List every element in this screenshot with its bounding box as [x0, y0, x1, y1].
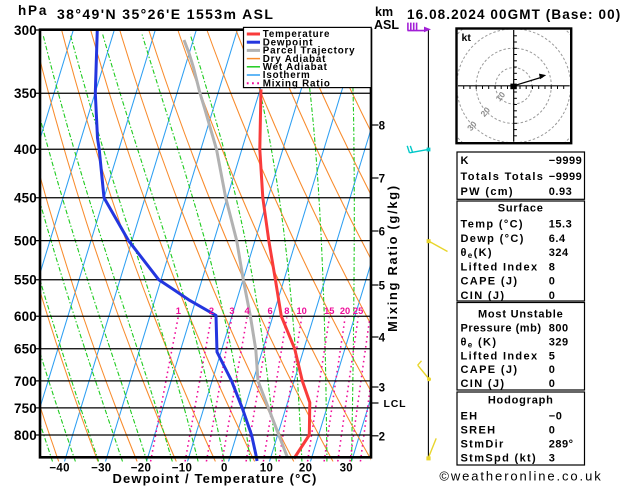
svg-text:750: 750 — [14, 401, 37, 416]
svg-text:800: 800 — [14, 428, 37, 443]
svg-text:CAPE (J): CAPE (J) — [461, 364, 519, 376]
svg-text:8: 8 — [549, 261, 556, 273]
svg-text:hPa: hPa — [18, 3, 48, 18]
svg-text:Hodograph: Hodograph — [488, 395, 554, 407]
svg-text:0: 0 — [221, 462, 228, 474]
svg-text:20: 20 — [299, 462, 312, 474]
svg-text:θe (K): θe (K) — [461, 336, 498, 349]
svg-text:5: 5 — [549, 350, 556, 362]
svg-text:Dewp (°C): Dewp (°C) — [461, 233, 525, 245]
svg-text:6: 6 — [268, 306, 273, 316]
svg-text:600: 600 — [14, 309, 37, 324]
svg-text:−9999: −9999 — [549, 155, 582, 167]
svg-text:CIN (J): CIN (J) — [461, 378, 506, 390]
svg-text:Lifted Index: Lifted Index — [461, 350, 539, 362]
svg-text:CAPE (J): CAPE (J) — [461, 276, 519, 288]
svg-text:3: 3 — [229, 306, 234, 316]
svg-text:10: 10 — [297, 306, 307, 316]
svg-text:Lifted Index: Lifted Index — [461, 261, 539, 273]
svg-text:6.4: 6.4 — [549, 233, 566, 245]
svg-text:8: 8 — [284, 306, 289, 316]
svg-text:−40: −40 — [49, 462, 69, 474]
svg-text:0: 0 — [549, 378, 556, 390]
svg-text:38°49'N 35°26'E 1553m ASL: 38°49'N 35°26'E 1553m ASL — [57, 6, 274, 22]
svg-text:350: 350 — [14, 86, 37, 101]
svg-text:5: 5 — [379, 281, 386, 293]
svg-text:2: 2 — [209, 306, 214, 316]
svg-text:CIN (J): CIN (J) — [461, 290, 506, 302]
svg-text:289°: 289° — [549, 438, 574, 450]
svg-text:LCL: LCL — [384, 398, 407, 410]
svg-text:0: 0 — [549, 364, 556, 376]
svg-text:20: 20 — [340, 306, 350, 316]
svg-text:650: 650 — [14, 342, 37, 357]
svg-text:Most Unstable: Most Unstable — [478, 309, 564, 321]
svg-text:PW (cm): PW (cm) — [461, 186, 514, 198]
svg-text:−30: −30 — [91, 462, 111, 474]
svg-text:−9999: −9999 — [549, 171, 582, 183]
svg-text:Surface: Surface — [498, 202, 544, 214]
svg-text:550: 550 — [14, 273, 37, 288]
svg-text:4: 4 — [379, 333, 386, 345]
svg-text:0: 0 — [549, 424, 556, 436]
svg-text:30: 30 — [340, 462, 353, 474]
svg-text:Dry Adiabat: Dry Adiabat — [263, 54, 326, 65]
svg-text:Wet Adiabat: Wet Adiabat — [263, 62, 328, 73]
svg-text:10: 10 — [260, 462, 273, 474]
svg-text:Temperature: Temperature — [263, 29, 330, 40]
svg-text:SREH: SREH — [461, 424, 497, 436]
svg-text:324: 324 — [549, 247, 569, 259]
svg-text:Isotherm: Isotherm — [263, 70, 311, 81]
svg-text:15: 15 — [324, 306, 334, 316]
svg-text:Temp (°C): Temp (°C) — [461, 219, 524, 231]
svg-text:16.08.2024 00GMT (Base: 00): 16.08.2024 00GMT (Base: 00) — [407, 7, 621, 22]
svg-text:8: 8 — [379, 121, 386, 133]
svg-text:−0: −0 — [549, 411, 563, 423]
svg-text:Dewpoint: Dewpoint — [263, 37, 313, 48]
svg-text:450: 450 — [14, 191, 37, 206]
svg-text:3: 3 — [549, 453, 556, 465]
svg-text:Totals Totals: Totals Totals — [461, 171, 545, 183]
svg-text:6: 6 — [379, 227, 385, 239]
svg-text:2: 2 — [379, 431, 385, 443]
svg-text:©weatheronline.co.uk: ©weatheronline.co.uk — [439, 469, 602, 484]
svg-text:StmSpd (kt): StmSpd (kt) — [461, 453, 538, 465]
svg-text:0: 0 — [549, 276, 556, 288]
svg-text:700: 700 — [14, 374, 37, 389]
svg-text:500: 500 — [14, 234, 37, 249]
svg-text:400: 400 — [14, 142, 37, 157]
svg-text:Mixing Ratio (g/kg): Mixing Ratio (g/kg) — [385, 184, 400, 332]
svg-text:Dewpoint / Temperature (°C): Dewpoint / Temperature (°C) — [112, 471, 317, 486]
svg-text:−20: −20 — [131, 462, 151, 474]
svg-text:StmDir: StmDir — [461, 438, 505, 450]
svg-text:Mixing Ratio: Mixing Ratio — [263, 78, 331, 89]
svg-text:EH: EH — [461, 411, 479, 423]
svg-text:0.93: 0.93 — [549, 186, 572, 198]
svg-text:7: 7 — [379, 174, 385, 186]
svg-text:4: 4 — [245, 306, 251, 316]
svg-text:3: 3 — [379, 383, 385, 395]
svg-text:0: 0 — [549, 290, 556, 302]
svg-text:km: km — [375, 5, 393, 19]
svg-text:−10: −10 — [172, 462, 192, 474]
svg-text:kt: kt — [462, 32, 472, 44]
svg-text:K: K — [461, 155, 470, 167]
svg-text:25: 25 — [353, 306, 363, 316]
svg-text:329: 329 — [549, 336, 569, 348]
svg-text:θe(K): θe(K) — [461, 247, 493, 260]
svg-text:Parcel Trajectory: Parcel Trajectory — [263, 46, 356, 57]
svg-text:15.3: 15.3 — [549, 219, 572, 231]
svg-text:ASL: ASL — [374, 18, 399, 32]
svg-text:800: 800 — [549, 322, 569, 334]
svg-text:Pressure (mb): Pressure (mb) — [461, 322, 542, 334]
svg-text:1: 1 — [176, 306, 181, 316]
svg-text:300: 300 — [14, 23, 37, 38]
